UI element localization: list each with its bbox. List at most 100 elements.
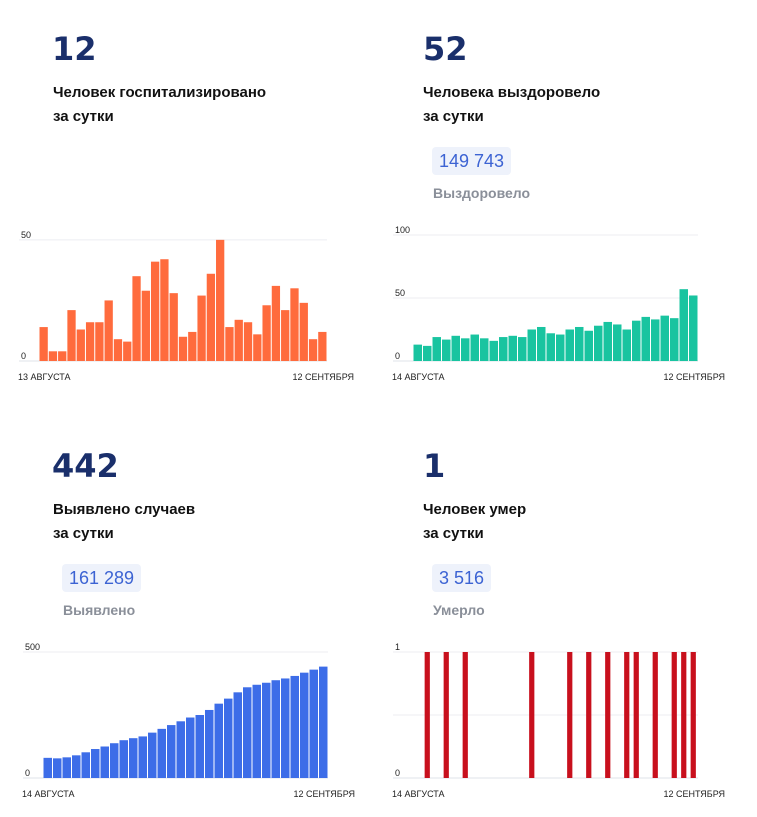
recovered-value: 52	[423, 30, 468, 68]
cases-caption-line1: Выявлено случаев	[53, 501, 196, 518]
bar	[309, 669, 318, 778]
bar	[81, 752, 90, 778]
bar	[186, 717, 195, 778]
y-tick-label: 50	[21, 230, 31, 240]
bar	[461, 338, 470, 361]
bar	[670, 318, 679, 361]
bar	[546, 333, 555, 361]
bar	[48, 351, 58, 361]
bar	[624, 652, 630, 778]
bar	[224, 698, 233, 778]
bar	[39, 327, 48, 361]
bar	[470, 334, 479, 361]
x-start-label: 13 АВГУСТА	[18, 372, 71, 382]
bar	[575, 326, 584, 361]
bar	[689, 295, 698, 361]
cases-total-label: Выявлено	[63, 602, 136, 618]
bar	[290, 675, 299, 778]
deaths-caption-line1: Человек умер	[423, 501, 527, 518]
bar	[104, 300, 113, 361]
bar	[681, 652, 687, 778]
bar	[423, 345, 432, 361]
bar	[216, 239, 225, 361]
bar	[413, 344, 422, 361]
bar	[150, 261, 160, 361]
recovered-caption-line1: Человека выздоровело	[423, 84, 601, 101]
bar	[67, 310, 76, 361]
bar	[197, 295, 206, 361]
bar	[113, 339, 123, 361]
x-end-label: 12 СЕНТЯБРЯ	[663, 789, 725, 799]
bar	[300, 672, 309, 778]
y-tick-label: 500	[25, 642, 40, 652]
x-end-label: 12 СЕНТЯБРЯ	[292, 372, 354, 382]
deaths-caption-line2: за сутки	[423, 525, 484, 542]
bar	[527, 329, 536, 361]
bar	[176, 721, 185, 778]
cases-caption: Выявлено случаев за сутки	[53, 498, 333, 546]
bar	[690, 652, 696, 778]
bar	[53, 758, 62, 778]
bar	[110, 743, 119, 778]
bar	[299, 302, 308, 361]
y-tick-label: 0	[395, 351, 400, 361]
bar	[43, 757, 52, 778]
bar	[586, 652, 592, 778]
deaths-dot	[398, 461, 408, 471]
y-tick-label: 1	[395, 642, 400, 652]
bar	[243, 322, 253, 361]
hospitalized-caption: Человек госпитализировано за сутки	[53, 81, 333, 129]
bar	[499, 337, 508, 361]
bar	[262, 305, 271, 361]
bar	[233, 692, 242, 778]
cases-caption-line2: за сутки	[53, 525, 114, 542]
y-tick-label: 50	[395, 288, 405, 298]
y-tick-label: 0	[25, 768, 30, 778]
bar	[424, 652, 430, 778]
deaths-total-badge: 3 516	[432, 564, 492, 592]
bar	[253, 334, 262, 361]
bar	[129, 738, 138, 778]
bar	[234, 319, 243, 361]
bar	[119, 740, 128, 778]
recovered-caption: Человека выздоровело за сутки	[423, 81, 703, 129]
bar	[58, 351, 67, 361]
bar	[565, 329, 574, 361]
y-tick-label: 100	[395, 225, 410, 235]
bar	[243, 687, 252, 778]
recovered-dot	[398, 43, 408, 53]
x-start-label: 14 АВГУСТА	[22, 789, 75, 799]
deaths-value: 1	[423, 447, 446, 485]
bar	[567, 652, 573, 778]
bar	[489, 340, 498, 361]
bar	[603, 321, 612, 361]
bar	[157, 728, 166, 778]
bar	[262, 682, 271, 778]
bar	[160, 259, 169, 361]
bar	[451, 335, 460, 361]
recovered-caption-line2: за сутки	[423, 108, 484, 125]
bar	[529, 652, 535, 778]
bar	[480, 338, 489, 361]
bar	[651, 319, 660, 361]
bar	[62, 757, 71, 778]
bar	[281, 310, 290, 361]
bar	[318, 331, 327, 361]
bar	[95, 322, 104, 361]
recovered-total-label: Выздоровело	[433, 185, 531, 201]
bar	[518, 337, 527, 361]
bar	[508, 335, 517, 361]
bar	[188, 331, 197, 361]
bar	[76, 329, 85, 361]
cases-dot	[28, 461, 38, 471]
x-start-label: 14 АВГУСТА	[392, 789, 445, 799]
bar	[225, 327, 234, 361]
bar	[652, 652, 658, 778]
y-tick-label: 0	[21, 351, 26, 361]
bar	[141, 290, 150, 361]
hospitalized-caption-line2: за сутки	[53, 108, 114, 125]
deaths-total-label: Умерло	[433, 602, 485, 618]
bar	[462, 652, 468, 778]
x-end-label: 12 СЕНТЯБРЯ	[293, 789, 355, 799]
bar	[123, 341, 132, 361]
